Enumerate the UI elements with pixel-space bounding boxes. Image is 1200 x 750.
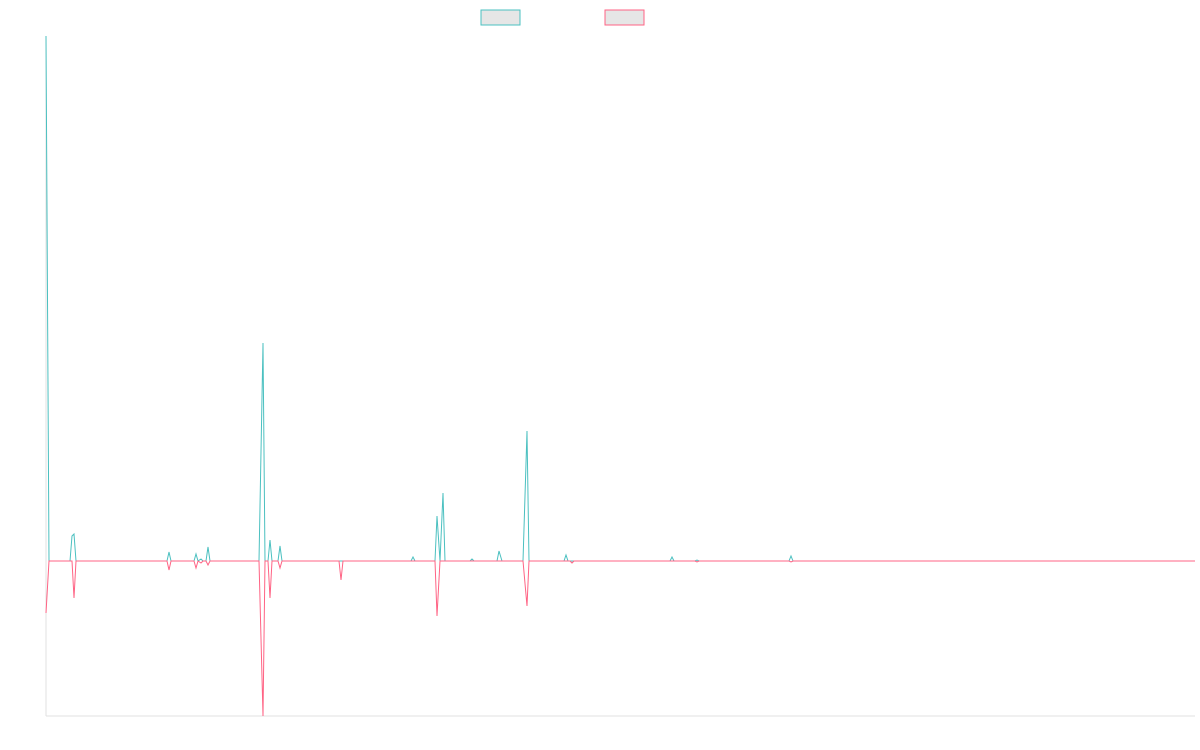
series-line (45, 560, 1195, 717)
series-line (45, 35, 1195, 562)
legend-swatch (604, 9, 645, 26)
legend-swatch (480, 9, 521, 26)
